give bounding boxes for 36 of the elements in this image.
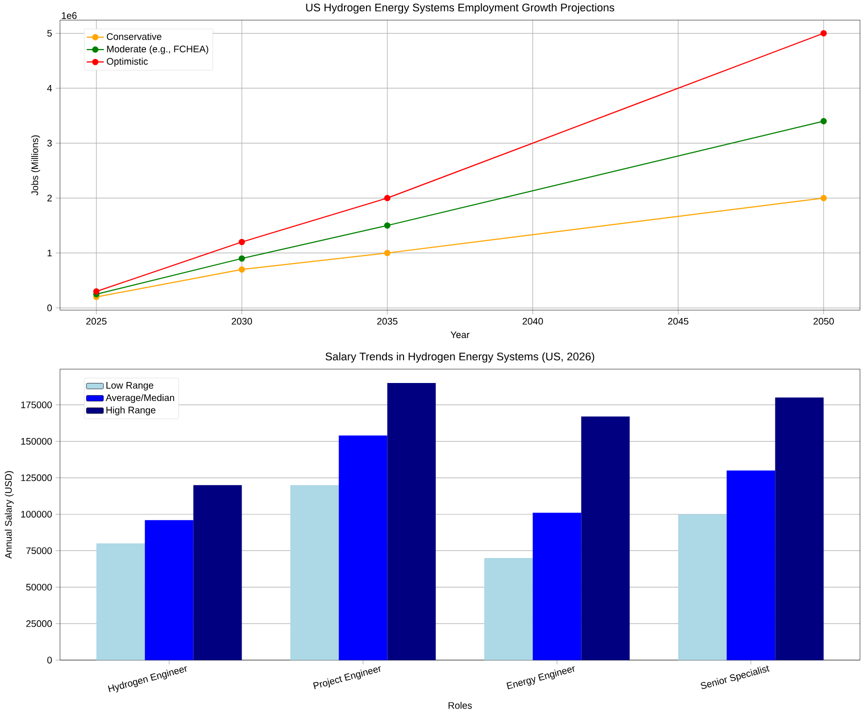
text: 1e6	[62, 12, 77, 19]
legend-label: Optimistic	[106, 58, 148, 67]
x-axis-title: Roles	[448, 702, 472, 709]
x-tick-label: Project Engineer	[313, 666, 381, 690]
x-tick-label: 2025	[86, 318, 107, 325]
y-tick-label: 0	[47, 656, 52, 664]
y-tick-label: 5	[47, 30, 52, 37]
x-tick-label: 2045	[668, 318, 688, 325]
legend-label: Average/Median	[106, 394, 174, 403]
legend-label: High Range	[106, 406, 156, 416]
y-tick-label: 0	[47, 304, 52, 312]
x-tick-label: 2035	[377, 318, 398, 325]
y-tick-label: 150000	[21, 438, 52, 445]
y-tick-label: 100000	[21, 510, 52, 518]
y-tick-label: 175000	[21, 401, 52, 408]
y-tick-label: 125000	[21, 474, 52, 482]
chart-title: Salary Trends in Hydrogen Energy Systems (US, 2026)	[326, 352, 594, 363]
chart-title: US Hydrogen Energy Systems Employment Growth Projections	[306, 3, 614, 14]
legend-label: Low Range	[106, 382, 154, 391]
y-tick-label: 25000	[26, 620, 52, 627]
x-tick-label: Energy Engineer	[506, 666, 575, 690]
x-tick-label: 2040	[522, 318, 543, 325]
y-axis-title: Jobs (Millions)	[31, 135, 40, 196]
x-tick-label: 2050	[814, 318, 834, 325]
y-tick-label: 3	[47, 140, 52, 146]
x-tick-label: 2030	[232, 318, 252, 325]
y-tick-label: 50000	[26, 584, 52, 590]
x-tick-label: Hydrogen Engineer	[108, 666, 187, 692]
y-tick-label: 75000	[26, 547, 52, 554]
y-axis-title: Annual Salary (USD)	[4, 471, 14, 559]
y-tick-label: 4	[47, 84, 52, 92]
y-tick-label: 2	[47, 194, 52, 202]
x-axis-title: Year	[450, 331, 470, 338]
y-tick-label: 1	[48, 250, 52, 256]
legend-label: Conservative	[106, 32, 162, 40]
legend-label: Moderate (e.g., FCHEA)	[107, 45, 208, 54]
